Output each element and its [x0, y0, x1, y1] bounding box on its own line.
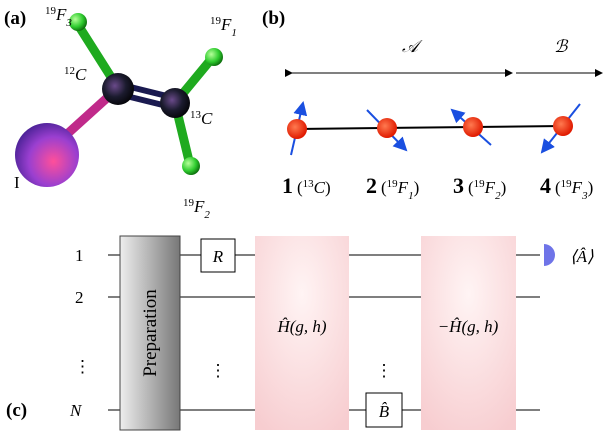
dots: ⋮ — [210, 361, 227, 380]
bonds — [55, 28, 213, 165]
subscript: 2 — [204, 209, 210, 221]
panel-label: (a) — [4, 8, 26, 29]
element: F — [571, 178, 583, 197]
panel-label: (c) — [6, 400, 27, 421]
measurement — [544, 244, 555, 266]
element: F — [220, 15, 232, 34]
element: C — [75, 65, 87, 84]
spin-label: 3(19F2) — [453, 173, 506, 202]
atom-iodine — [15, 123, 79, 187]
mass: 13 — [190, 109, 202, 121]
atom-carbon — [160, 88, 190, 118]
gate-label: Preparation — [140, 289, 161, 377]
subscript: 3 — [65, 17, 72, 29]
atom-carbon — [102, 73, 134, 105]
mass: 13 — [303, 178, 315, 190]
region-label: 𝒜 — [402, 37, 423, 56]
gate-label: Ĥ(g, h) — [276, 317, 326, 336]
readout-label: ⟨Â⟩ — [570, 247, 594, 266]
qubit-label: ⋮ — [74, 357, 91, 376]
spin-label: 4(19F3) — [540, 173, 593, 202]
bracket: ) — [501, 178, 507, 197]
subscript: 1 — [231, 27, 237, 39]
gate-label: B̂ — [379, 402, 390, 421]
mass: 19 — [387, 178, 399, 190]
gate-label: R — [212, 247, 224, 266]
panel-b: (b) 𝒜 ℬ 1(13C) 2(19F1) 3(19F2) 4(19F3) — [262, 8, 602, 202]
spin — [463, 117, 483, 137]
element: F — [55, 5, 67, 24]
spin — [377, 118, 397, 138]
index: 3 — [453, 173, 464, 198]
spin-label: 1(13C) — [282, 173, 331, 198]
body: (a) 19F3 19F1 12C 13C 19F2 I (b) 𝒜 ℬ 1(1… — [0, 0, 605, 439]
mass: 19 — [45, 5, 57, 17]
element: C — [314, 178, 326, 197]
spin-label: 2(19F1) — [366, 173, 419, 202]
gate-label: −Ĥ(g, h) — [438, 317, 499, 336]
atom-label: 19F1 — [210, 15, 237, 39]
atom-label: 12C — [64, 65, 87, 84]
index: 4 — [540, 173, 551, 198]
atom-fluorine — [205, 48, 223, 66]
region-label: ℬ — [554, 37, 569, 56]
bracket: ) — [325, 178, 331, 197]
atom-label: 19F3 — [45, 5, 72, 29]
index: 2 — [366, 173, 377, 198]
element: F — [397, 178, 409, 197]
qubit-label: 1 — [75, 246, 84, 265]
chain — [297, 126, 563, 129]
mass: 19 — [183, 197, 195, 209]
element: C — [201, 109, 213, 128]
panel-label: (b) — [262, 8, 285, 29]
atom-label: 19F2 — [183, 197, 210, 221]
element: F — [193, 197, 205, 216]
bracket: ) — [588, 178, 594, 197]
panel-a: (a) 19F3 19F1 12C 13C 19F2 I — [4, 5, 237, 221]
bracket: ) — [414, 178, 420, 197]
atom-label: I — [14, 173, 20, 192]
element: F — [484, 178, 496, 197]
mass: 19 — [474, 178, 486, 190]
mass: 12 — [64, 65, 75, 77]
panel-c: (c) 1 2 ⋮ N Preparation R ⋮ Ĥ(g, h) ⋮ B̂… — [6, 236, 594, 430]
qubit-label: 2 — [75, 288, 84, 307]
atom-label: 13C — [190, 109, 213, 128]
figure: (a) 19F3 19F1 12C 13C 19F2 I (b) 𝒜 ℬ 1(1… — [0, 0, 605, 439]
dots: ⋮ — [376, 361, 393, 380]
atom-fluorine — [182, 157, 200, 175]
mass: 19 — [561, 178, 573, 190]
spin — [287, 119, 307, 139]
spin — [553, 116, 573, 136]
index: 1 — [282, 173, 293, 198]
page: NMR quantum simulation figure {"panel_a"… — [0, 0, 605, 439]
mass: 19 — [210, 15, 222, 27]
qubit-label: N — [69, 401, 83, 420]
